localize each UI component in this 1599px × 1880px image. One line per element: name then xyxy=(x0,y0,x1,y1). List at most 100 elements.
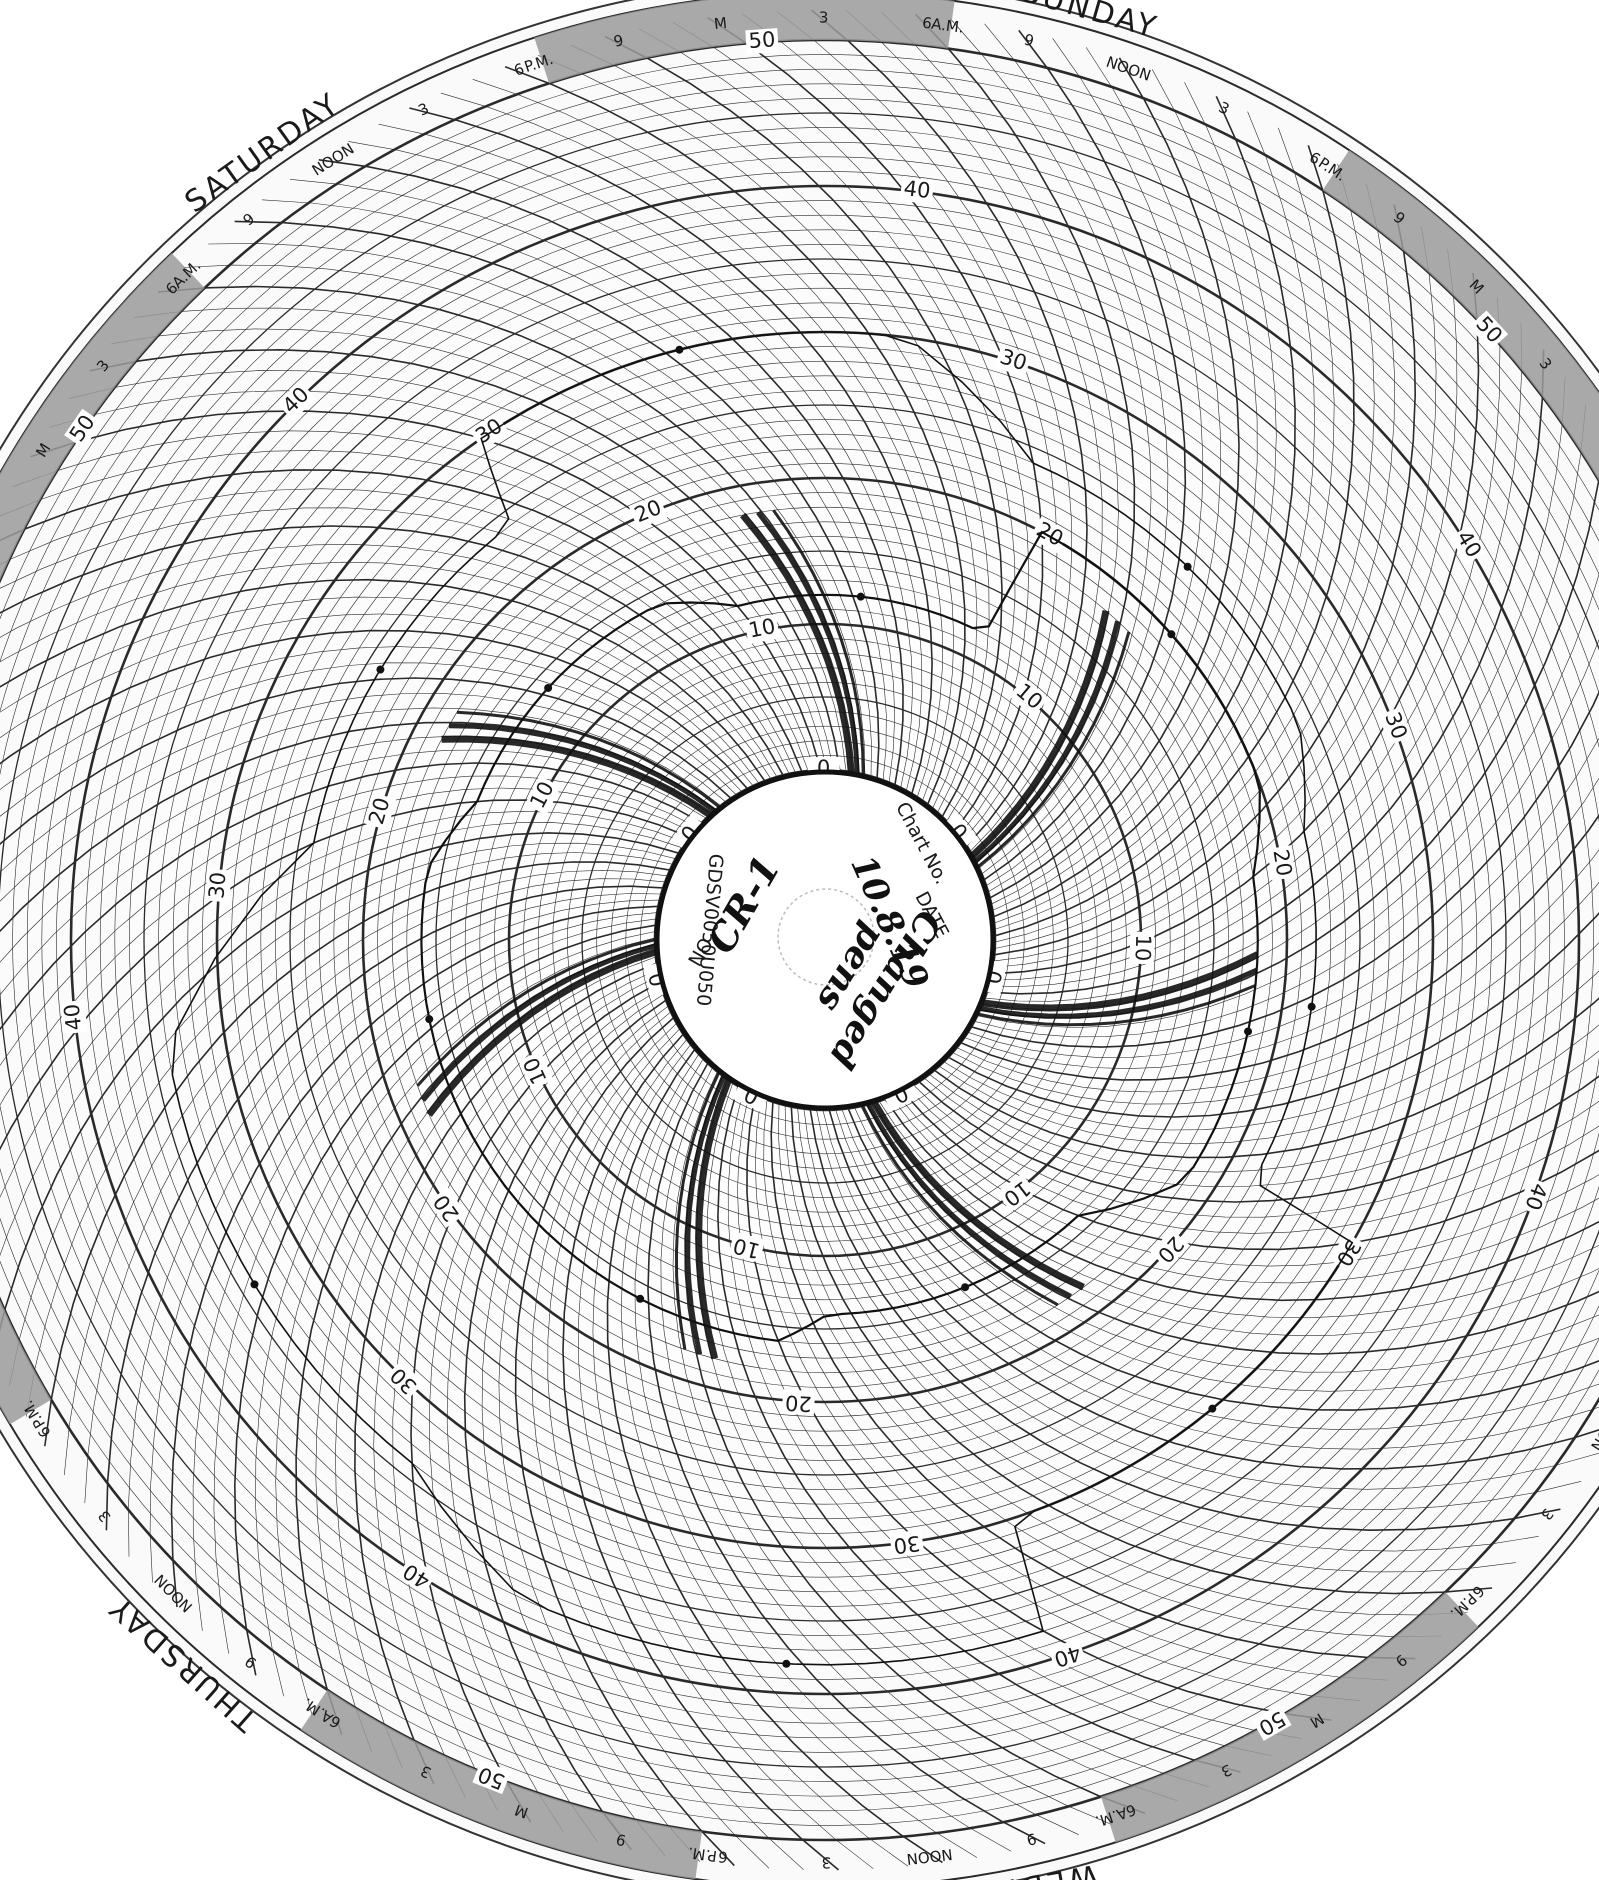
time-line-major xyxy=(0,799,690,1151)
pen-return-stroke xyxy=(448,723,717,813)
time-line-major xyxy=(746,1094,1332,1721)
time-line-major xyxy=(606,1048,943,1864)
scale-label-bg xyxy=(1251,1704,1292,1741)
scale-label-bg xyxy=(745,28,779,55)
time-line-minor xyxy=(348,141,913,788)
time-line-minor xyxy=(192,912,658,1631)
grid-ring-minor xyxy=(610,725,1040,1155)
radial-scale-label: 10 xyxy=(1131,934,1156,961)
time-line-minor xyxy=(638,28,1016,822)
time-line-minor xyxy=(841,1109,1599,1430)
pen1-trace xyxy=(420,530,1261,1343)
time-line-major xyxy=(89,348,841,771)
scale-label-bg xyxy=(1518,1177,1552,1216)
time-line-minor xyxy=(68,370,834,771)
pen1-point xyxy=(856,592,865,601)
time-line-minor xyxy=(835,1109,1599,1450)
time-line-minor xyxy=(111,328,847,772)
scale-label-bg xyxy=(1029,516,1070,554)
pen-return-stroke xyxy=(772,509,865,775)
time-line-minor xyxy=(741,13,1058,836)
pen1-point xyxy=(636,1294,645,1303)
time-line-major xyxy=(993,95,1296,918)
time-marker-label: 9 xyxy=(612,31,625,51)
time-line-minor xyxy=(913,1084,1599,1218)
time-line-major xyxy=(991,272,1480,975)
pen-return-stroke xyxy=(861,1105,1059,1307)
time-line-minor xyxy=(952,881,1599,1105)
time-line-minor xyxy=(378,123,923,791)
time-line-minor xyxy=(26,852,673,1417)
time-line-minor xyxy=(592,1044,909,1867)
time-line-minor xyxy=(373,969,658,1798)
time-line-minor xyxy=(854,1107,1599,1392)
time-line-major xyxy=(790,1106,1493,1595)
time-line-minor xyxy=(49,390,828,771)
time-line-major xyxy=(0,832,680,1332)
time-line-minor xyxy=(440,92,943,798)
time-line-minor xyxy=(890,1096,1599,1284)
scale-label-bg xyxy=(1048,1638,1087,1672)
time-line-minor xyxy=(727,1089,1272,1757)
time-line-major xyxy=(994,204,1417,956)
time-marker-label: 9 xyxy=(0,533,4,549)
scale-label-bg xyxy=(64,408,103,449)
time-line-minor xyxy=(994,164,1375,943)
time-line-minor xyxy=(0,613,754,787)
time-line-minor xyxy=(0,596,760,784)
time-line-minor xyxy=(0,707,721,902)
time-marker-label: 9 xyxy=(1022,30,1035,50)
time-line-major xyxy=(0,721,717,933)
night-band xyxy=(0,253,205,581)
time-line-major xyxy=(0,677,732,845)
time-line-minor xyxy=(392,975,659,1811)
scale-label-bg xyxy=(889,1529,925,1558)
time-line-major xyxy=(717,1085,1241,1773)
grid-ring-minor xyxy=(56,171,1594,1709)
time-line-minor xyxy=(991,69,1258,905)
time-line-minor xyxy=(0,450,809,771)
time-marker-label: NOON xyxy=(906,1845,954,1868)
time-line-major xyxy=(410,981,661,1823)
time-line-minor xyxy=(634,1058,1012,1852)
time-line-minor xyxy=(0,693,726,873)
time-line-minor xyxy=(754,1097,1361,1701)
scale-label-bg xyxy=(1267,845,1297,881)
grid-ring-minor xyxy=(450,565,1200,1315)
time-line-major xyxy=(295,943,656,1735)
time-line-major xyxy=(30,410,822,771)
time-line-major xyxy=(647,1062,1046,1845)
time-line-major xyxy=(809,1109,1561,1532)
grid-ring-minor xyxy=(435,550,1215,1330)
time-line-minor xyxy=(994,183,1395,949)
time-line-minor xyxy=(784,1105,1468,1616)
time-line-major xyxy=(157,285,860,774)
grid-ring-major xyxy=(69,184,1581,1696)
time-line-minor xyxy=(660,1067,1079,1835)
night-band xyxy=(0,1299,52,1425)
time-line-minor xyxy=(0,646,743,792)
pen-traces xyxy=(171,331,1354,1668)
time-line-major xyxy=(170,905,659,1608)
time-line-major xyxy=(562,1033,840,1871)
time-line-minor xyxy=(929,1024,1599,1173)
time-line-minor xyxy=(64,869,668,1476)
time-marker-label: M xyxy=(512,1801,530,1822)
scale-label-bg xyxy=(1468,310,1509,351)
scale-label-bg xyxy=(472,1760,512,1795)
time-line-minor xyxy=(289,179,896,783)
grid-ring-minor xyxy=(289,404,1361,1476)
grid-ring-minor xyxy=(348,463,1302,1417)
time-line-minor xyxy=(481,1005,669,1857)
time-line-minor xyxy=(498,1011,701,1862)
grid-ring-minor xyxy=(143,258,1507,1622)
pen-return-stroke xyxy=(685,1075,726,1355)
scale-label-bg xyxy=(628,494,668,530)
grid-ring-minor xyxy=(0,69,1599,1811)
time-line-minor xyxy=(472,79,955,801)
time-line-minor xyxy=(255,931,656,1697)
grid-ring-minor xyxy=(187,302,1463,1578)
time-line-minor xyxy=(803,1108,1539,1552)
pen2-point xyxy=(1208,1404,1217,1413)
